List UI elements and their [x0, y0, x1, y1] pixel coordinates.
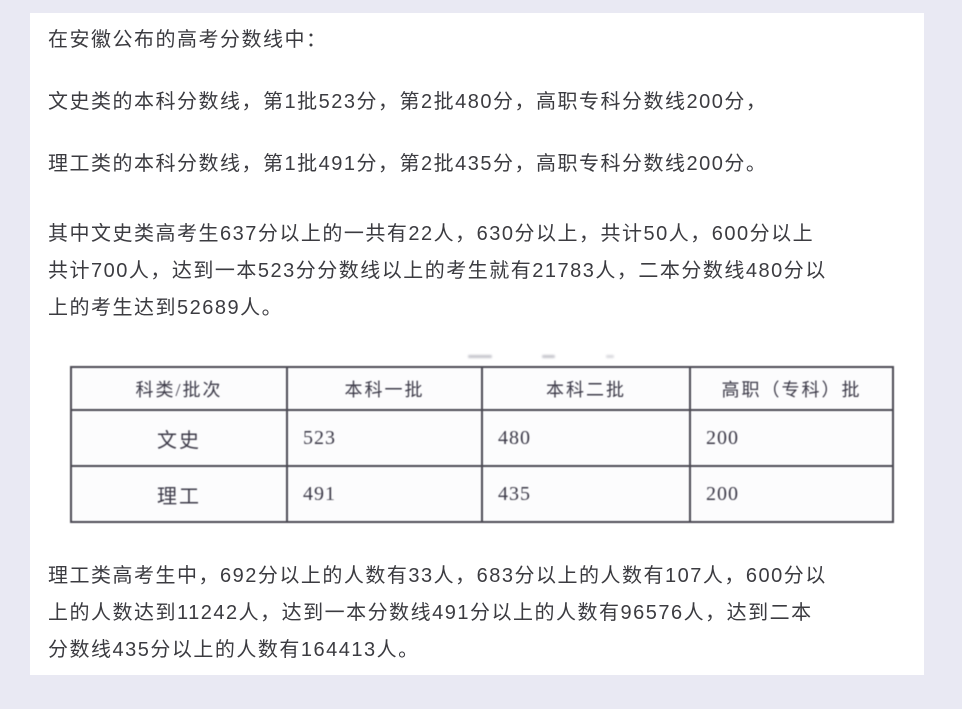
score-table: 科类/批次 本科一批 本科二批 高职（专科）批 文史 523 480 200 理… [70, 366, 894, 523]
cell-vocational-score: 200 [689, 409, 894, 467]
paragraph-wenshi-stats: 其中文史类高考生637分以上的一共有22人，630分以上，共计50人，600分以… [48, 216, 906, 327]
paragraph-intro: 在安徽公布的高考分数线中： [48, 29, 328, 51]
cell-vocational-score: 200 [689, 465, 894, 523]
col-header-vocational: 高职（专科）批 [689, 366, 894, 411]
watermark-artifact [606, 355, 614, 358]
col-header-tier1: 本科一批 [286, 366, 483, 411]
col-header-tier2: 本科二批 [481, 366, 691, 411]
watermark-artifact [468, 355, 492, 358]
table-row-ligong: 理工 491 435 200 [70, 465, 894, 523]
cell-category: 文史 [70, 409, 288, 467]
table-header-row: 科类/批次 本科一批 本科二批 高职（专科）批 [70, 366, 894, 411]
paragraph-ligong-stats: 理工类高考生中，692分以上的人数有33人，683分以上的人数有107人，600… [48, 558, 906, 669]
paragraph-ligong-stats-line-1: 理工类高考生中，692分以上的人数有33人，683分以上的人数有107人，600… [48, 565, 827, 587]
watermark-artifact [542, 355, 555, 358]
paragraph-wenshi-cutoffs: 文史类的本科分数线，第1批523分，第2批480分，高职专科分数线200分， [48, 91, 768, 113]
paragraph-ligong-stats-line-2: 上的人数达到11242人，达到一本分数线491分以上的人数有96576人，达到二… [48, 602, 813, 624]
paragraph-wenshi-stats-line-3: 上的考生达到52689人。 [48, 297, 284, 319]
paragraph-wenshi-stats-line-2: 共计700人，达到一本523分分数线以上的考生就有21783人，二本分数线480… [48, 260, 827, 282]
cell-tier1-score: 523 [286, 409, 483, 467]
cell-category: 理工 [70, 465, 288, 523]
score-table-image: 科类/批次 本科一批 本科二批 高职（专科）批 文史 523 480 200 理… [70, 355, 894, 523]
col-header-category: 科类/批次 [70, 366, 288, 411]
article-card: 在安徽公布的高考分数线中： 文史类的本科分数线，第1批523分，第2批480分，… [30, 13, 924, 675]
table-row-wenshi: 文史 523 480 200 [70, 409, 894, 467]
paragraph-wenshi-stats-line-1: 其中文史类高考生637分以上的一共有22人，630分以上，共计50人，600分以… [48, 223, 815, 245]
cell-tier1-score: 491 [286, 465, 483, 523]
paragraph-ligong-cutoffs: 理工类的本科分数线，第1批491分，第2批435分，高职专科分数线200分。 [48, 153, 768, 175]
cell-tier2-score: 480 [481, 409, 691, 467]
cell-tier2-score: 435 [481, 465, 691, 523]
paragraph-ligong-stats-line-3: 分数线435分以上的人数有164413人。 [48, 639, 420, 661]
